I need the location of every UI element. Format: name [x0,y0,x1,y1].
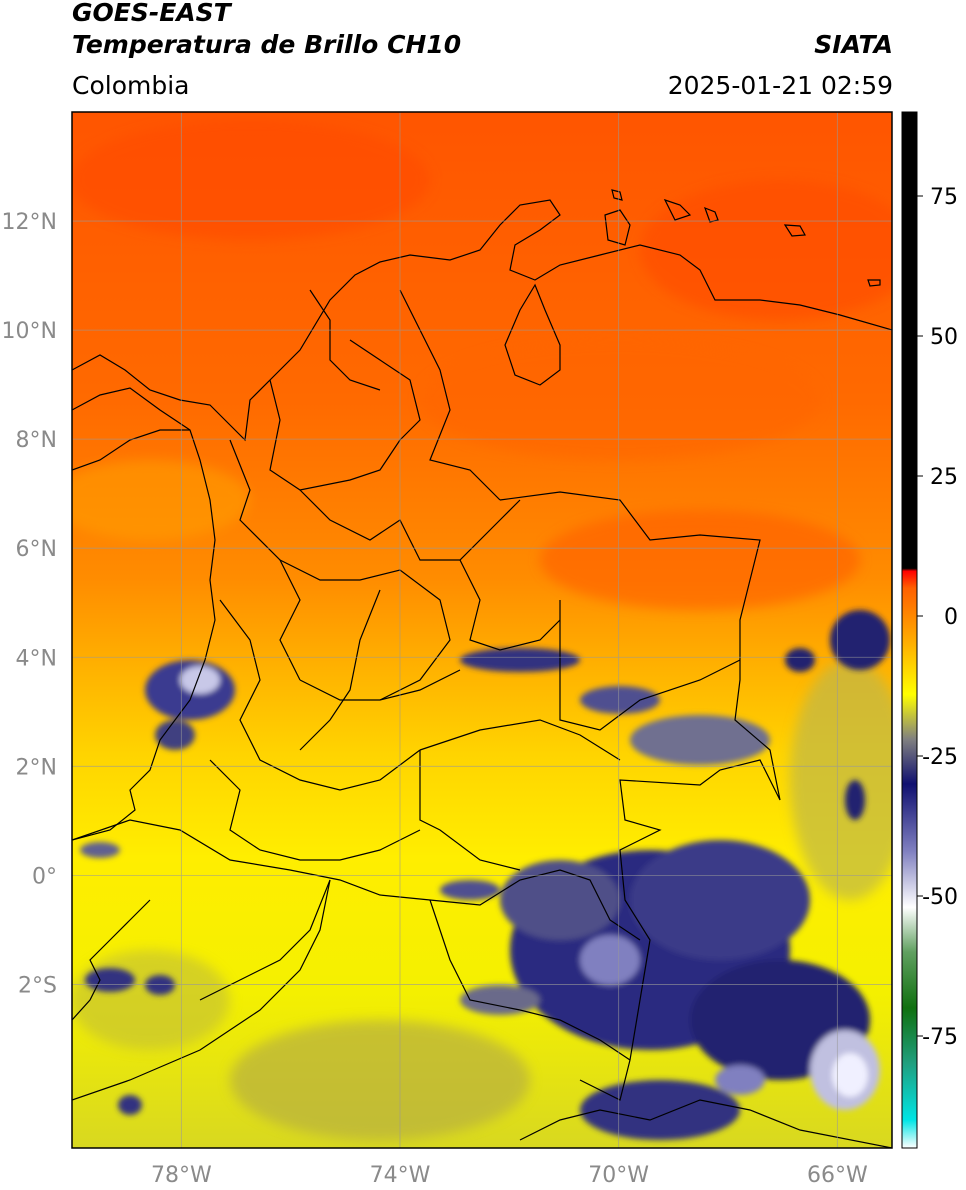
lon-tick-label: 78°W [151,1163,212,1188]
lat-tick-label: 0° [32,864,57,889]
longitude-labels: 78°W 74°W 70°W 66°W [151,1163,868,1188]
latitude-labels: 12°N 10°N 8°N 6°N 4°N 2°N 0° 2°S [2,210,57,998]
colorbar-tick-label: -50 [922,885,958,910]
product-title: Temperatura de Brillo CH10 [72,30,462,59]
colorbar: 75 50 25 0 -25 -50 -75 [901,111,958,1149]
map-raster [72,112,892,1148]
map-frame [71,111,893,1149]
lat-tick-label: 4°N [16,646,57,671]
colorbar-tick-label: 75 [930,185,958,210]
colorbar-ticks: 75 50 25 0 -25 -50 -75 [917,185,958,1050]
colorbar-tick-label: -75 [922,1025,958,1050]
lat-tick-label: 10°N [2,319,57,344]
region-label: Colombia [72,71,190,100]
coastlines-borders [72,189,892,1148]
lat-tick-label: 2°N [16,755,57,780]
lat-tick-label: 6°N [16,537,57,562]
lon-tick-label: 70°W [588,1163,649,1188]
colorbar-tick-label: -25 [922,745,958,770]
lat-tick-label: 12°N [2,210,57,235]
datetime-label: 2025-01-21 02:59 [667,71,893,100]
brand-label: SIATA [814,30,893,59]
colorbar-tick-label: 25 [930,465,958,490]
lon-tick-label: 74°W [370,1163,431,1188]
colorbar-tick-label: 50 [930,325,958,350]
lat-tick-label: 2°S [18,973,57,998]
colorbar-gradient [902,112,917,1148]
map-gridlines [72,112,892,1148]
lon-tick-label: 66°W [807,1163,868,1188]
colorbar-tick-label: 0 [944,605,958,630]
colorbar-frame [901,111,918,1149]
lat-tick-label: 8°N [16,428,57,453]
satellite-title: GOES-EAST [72,0,231,27]
